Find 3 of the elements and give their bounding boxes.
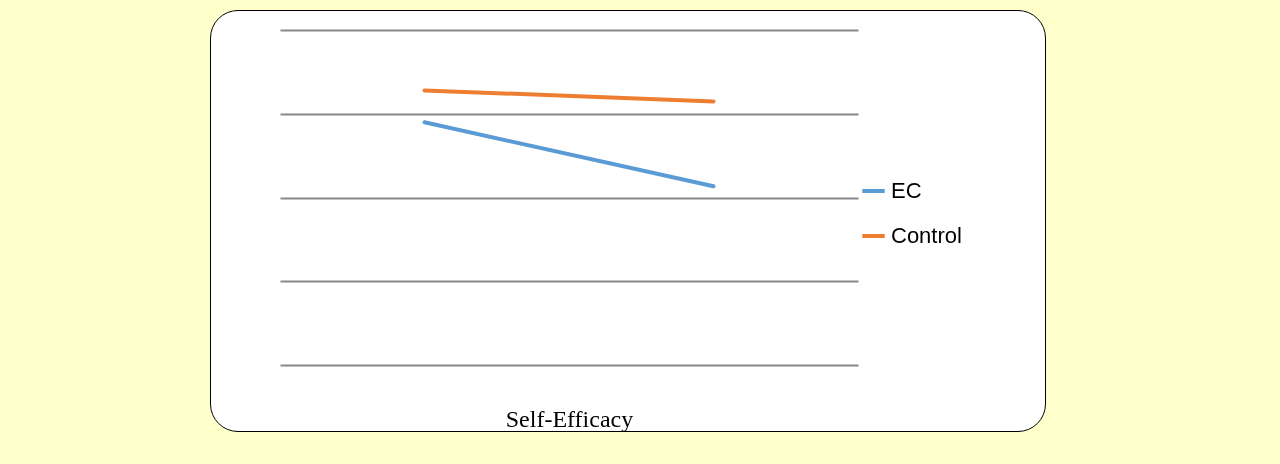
legend-label: Control [891, 223, 962, 248]
legend-label: EC [891, 178, 922, 203]
x-axis-title: Self-Efficacy [505, 405, 634, 432]
